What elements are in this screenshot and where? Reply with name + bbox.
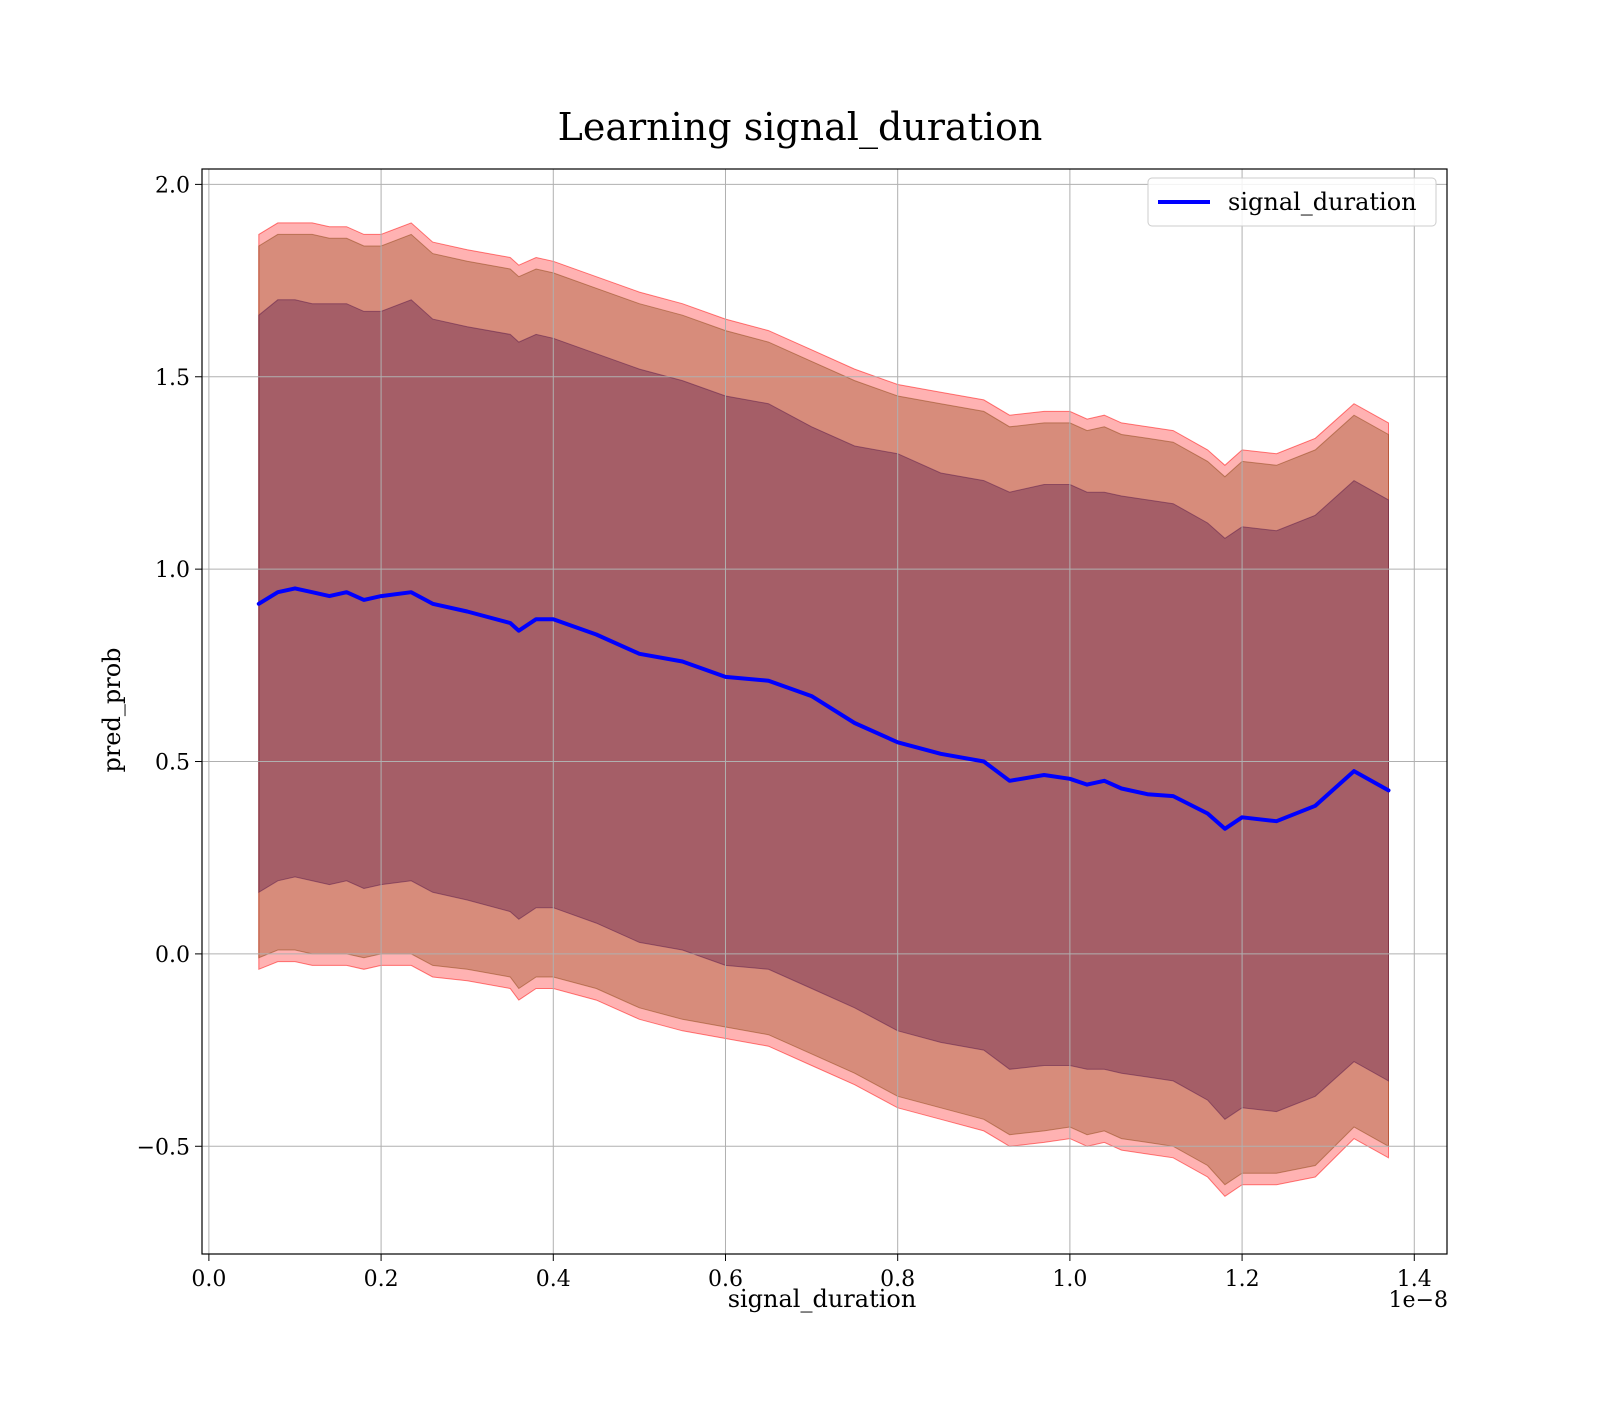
- y-tick-label: 0.0: [155, 943, 190, 968]
- x-tick-label: 0.2: [364, 1267, 399, 1292]
- x-tick-label: 0.8: [880, 1267, 915, 1292]
- x-tick-label: 1.0: [1052, 1267, 1087, 1292]
- series-line: [256, 586, 1391, 831]
- series-lines: [256, 586, 1391, 831]
- plot-frame: [201, 168, 1448, 1255]
- y-axis-ticks: −0.5 0.0 0.5 1.0 1.5 2.0: [137, 173, 202, 1160]
- x-tick-label: 0.6: [708, 1267, 743, 1292]
- x-axis-label: signal_duration: [728, 1285, 917, 1313]
- band-outer: [258, 222, 1389, 1197]
- x-tick-label: 0.4: [536, 1267, 571, 1292]
- x-axis-offset-label: 1e−8: [1389, 1288, 1448, 1313]
- x-tick-label: 0.0: [191, 1267, 226, 1292]
- y-tick-label: −0.5: [137, 1135, 190, 1160]
- x-tick-label: 1.2: [1225, 1267, 1260, 1292]
- y-tick-label: 0.5: [155, 751, 190, 776]
- band-inner: [258, 299, 1389, 1120]
- x-tick-label: 1.4: [1397, 1267, 1432, 1292]
- legend-box: [1147, 177, 1437, 227]
- confidence-bands: [258, 222, 1389, 1197]
- legend: signal_duration: [1147, 177, 1437, 227]
- y-axis-label: pred_prob: [98, 647, 126, 772]
- y-tick-label: 2.0: [155, 173, 190, 198]
- y-tick-label: 1.0: [155, 558, 190, 583]
- chart-title: Learning signal_duration: [558, 105, 1043, 150]
- legend-label: signal_duration: [1228, 188, 1417, 216]
- y-tick-label: 1.5: [155, 366, 190, 391]
- x-axis-ticks: 0.0 0.2 0.4 0.6 0.8 1.0 1.2 1.4: [191, 1254, 1432, 1292]
